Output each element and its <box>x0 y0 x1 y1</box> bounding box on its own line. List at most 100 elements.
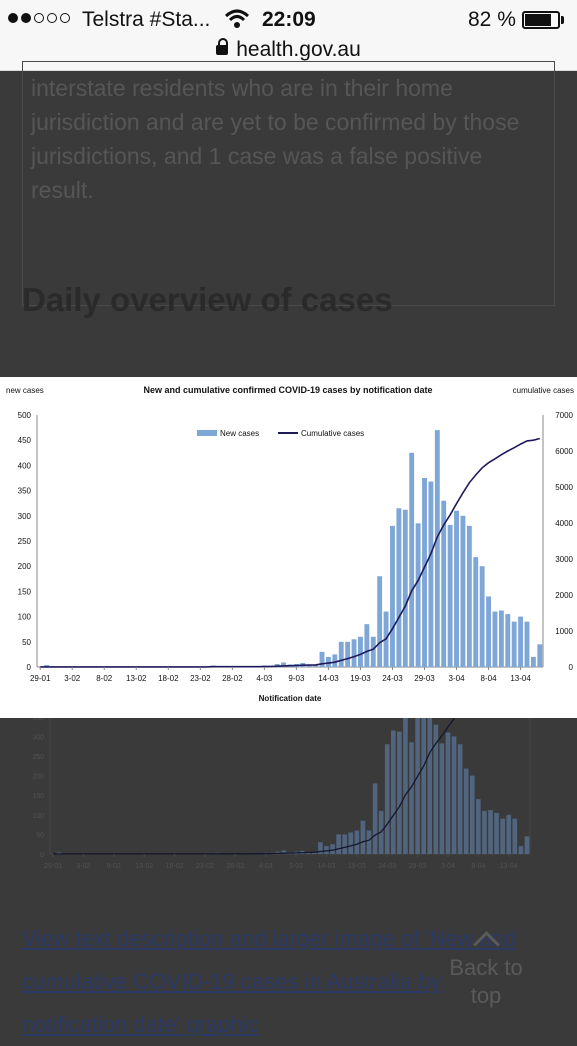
x-tick-label: 13-02 <box>135 863 153 870</box>
bar <box>324 846 329 854</box>
y-tick-right: 6000 <box>555 447 573 456</box>
x-tick-label: 29-03 <box>414 674 435 683</box>
bar <box>469 775 475 854</box>
x-tick-label: 8-04 <box>471 863 485 870</box>
x-tick-label: 3-02 <box>76 863 90 870</box>
bar <box>537 644 543 667</box>
bar <box>441 500 447 667</box>
x-tick-label: 28-02 <box>226 863 244 870</box>
address-bar[interactable]: health.gov.au <box>0 38 577 62</box>
bar <box>511 621 517 667</box>
chevron-up-icon <box>472 931 500 958</box>
bar <box>479 566 485 667</box>
status-bar: Telstra #Sta... 22:09 82 % health.gov.au <box>0 0 577 71</box>
x-tick-label: 8-02 <box>96 674 113 683</box>
bar <box>364 624 370 667</box>
background-chart-ghost: 05010015020025030035040045050029-013-028… <box>0 656 577 898</box>
bar <box>415 707 420 854</box>
y-tick-right: 5000 <box>555 483 573 492</box>
y-tick-left: 100 <box>32 813 44 820</box>
x-tick-label: 8-02 <box>107 863 121 870</box>
x-tick-label: 23-02 <box>196 863 214 870</box>
note-box <box>22 61 555 306</box>
bar <box>397 731 402 854</box>
bar <box>454 510 459 667</box>
x-tick-label: 3-04 <box>441 863 455 870</box>
bar <box>311 852 317 854</box>
y-tick-right: 2000 <box>555 591 573 600</box>
signal-dots-icon <box>8 13 70 23</box>
y-tick-left: 500 <box>18 411 32 420</box>
y-tick-left: 200 <box>18 562 32 571</box>
clock-time: 22:09 <box>262 8 316 31</box>
bar <box>319 651 325 667</box>
bar <box>281 850 287 854</box>
chart-image[interactable]: New and cumulative confirmed COVID-19 ca… <box>0 377 577 718</box>
carrier-name: Telstra #Sta... <box>82 8 211 31</box>
x-axis-label: Notification date <box>259 694 322 703</box>
bar <box>415 523 421 667</box>
bar <box>488 810 493 854</box>
y-axis-label-right: cumulative cases <box>513 386 574 395</box>
bar <box>409 742 414 854</box>
y-tick-left: 300 <box>32 734 44 741</box>
bar <box>460 515 466 667</box>
bar <box>56 852 62 854</box>
y-tick-left: 0 <box>27 663 32 672</box>
bar <box>500 818 505 854</box>
x-tick-label: 19-03 <box>350 674 371 683</box>
x-tick-label: 18-02 <box>158 674 179 683</box>
bar <box>358 636 363 667</box>
x-tick-label: 9-03 <box>288 674 305 683</box>
y-tick-left: 200 <box>32 774 44 781</box>
battery-percent: 82 % <box>468 8 516 31</box>
bar <box>518 846 524 854</box>
bar <box>325 656 331 667</box>
bar <box>433 724 439 854</box>
back-to-top-button[interactable]: Back to top <box>441 929 531 1024</box>
x-tick-label: 29-01 <box>30 674 51 683</box>
y-tick-left: 250 <box>32 754 44 761</box>
y-tick-left: 50 <box>36 832 44 839</box>
y-tick-right: 4000 <box>555 519 573 528</box>
x-tick-label: 4-03 <box>256 674 273 683</box>
legend-label-bars: New cases <box>220 429 259 438</box>
bar <box>336 834 341 854</box>
chart-svg: New and cumulative confirmed COVID-19 ca… <box>6 385 574 703</box>
bar <box>463 768 469 854</box>
x-tick-label: 24-03 <box>378 863 396 870</box>
x-tick-label: 3-02 <box>64 674 81 683</box>
y-tick-left: 0 <box>40 852 44 859</box>
bar <box>281 662 287 667</box>
bar <box>409 452 415 667</box>
x-tick-label: 14-03 <box>318 863 336 870</box>
bar <box>505 614 511 667</box>
section-heading: Daily overview of cases <box>22 281 393 318</box>
y-tick-left: 100 <box>18 613 32 622</box>
x-tick-label: 14-03 <box>318 674 339 683</box>
bar <box>530 656 536 667</box>
bar <box>506 814 512 854</box>
bar <box>518 616 524 667</box>
wifi-icon <box>224 8 250 36</box>
x-tick-label: 3-04 <box>449 674 466 683</box>
bar <box>482 810 487 854</box>
bar <box>427 669 433 854</box>
y-tick-left: 350 <box>18 487 32 496</box>
bar <box>318 842 323 854</box>
bar <box>330 844 335 854</box>
x-tick-label: 13-04 <box>500 863 518 870</box>
bar <box>439 743 445 854</box>
y-tick-left: 150 <box>32 793 44 800</box>
y-tick-right: 0 <box>569 663 574 672</box>
bar <box>366 830 372 854</box>
bar <box>473 557 479 667</box>
cumulative-line <box>40 437 541 668</box>
bar <box>354 830 360 854</box>
bar <box>447 524 453 667</box>
bar <box>351 639 357 667</box>
x-tick-label: 28-02 <box>222 674 243 683</box>
bar <box>445 732 451 854</box>
bar <box>498 610 504 667</box>
url-text: health.gov.au <box>236 38 361 61</box>
